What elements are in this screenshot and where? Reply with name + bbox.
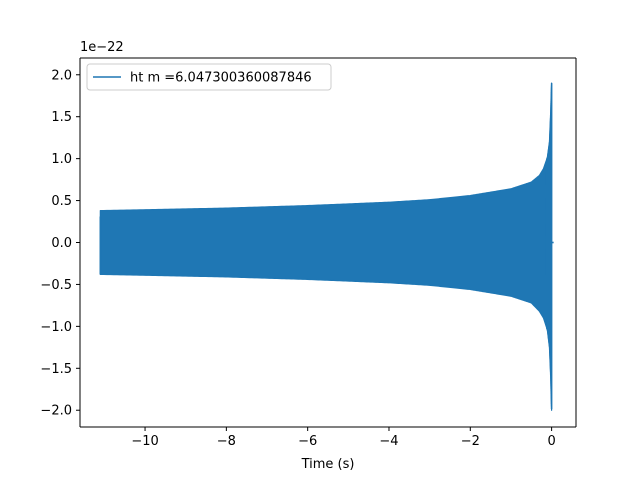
y-tick-label: −2.0 — [40, 404, 72, 419]
x-tick-label: −4 — [379, 434, 398, 449]
x-axis-label: Time (s) — [301, 457, 355, 472]
legend: ht m =6.047300360087846 — [86, 63, 332, 91]
x-tick-label: 0 — [547, 434, 555, 449]
y-tick-label: 1.5 — [51, 110, 72, 125]
y-tick-label: 2.0 — [51, 68, 72, 83]
y-tick-label: −0.5 — [40, 278, 72, 293]
x-tick-label: −6 — [298, 434, 317, 449]
y-tick-label: 0.5 — [51, 194, 72, 209]
x-axis-ticks: −10 −8 −6 −4 −2 0 — [131, 427, 556, 449]
x-tick-label: −8 — [217, 434, 236, 449]
plot-area — [99, 82, 554, 411]
x-tick-label: −2 — [461, 434, 480, 449]
y-tick-label: −1.0 — [40, 320, 72, 335]
strain-waveform-band — [99, 82, 553, 411]
y-tick-label: 0.0 — [51, 236, 72, 251]
y-axis-offset-label: 1e−22 — [80, 40, 124, 55]
legend-label: ht m =6.047300360087846 — [130, 71, 312, 86]
y-axis-ticks: −2.0 −1.5 −1.0 −0.5 0.0 0.5 1.0 1.5 2.0 — [40, 68, 80, 419]
y-tick-label: −1.5 — [40, 362, 72, 377]
x-tick-label: −10 — [131, 434, 158, 449]
legend-box — [86, 63, 332, 91]
strain-waveform-merger-cycles — [545, 83, 553, 409]
y-tick-label: 1.0 — [51, 152, 72, 167]
